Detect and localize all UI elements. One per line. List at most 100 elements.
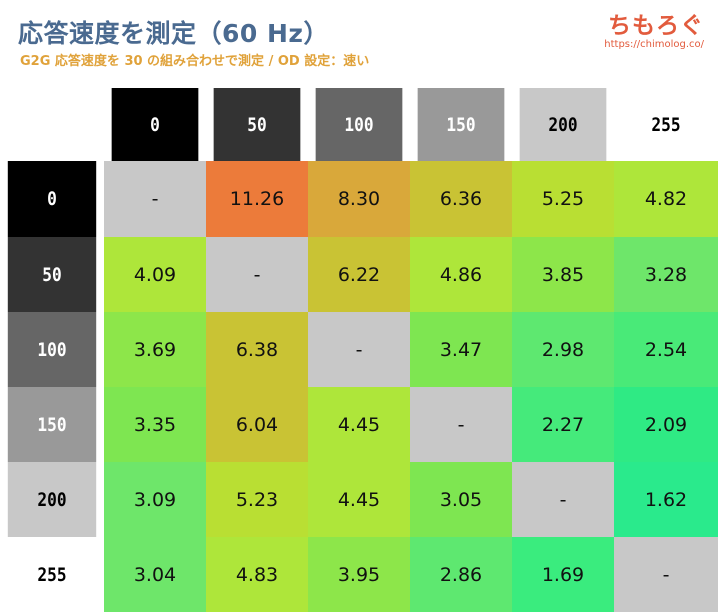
heatmap-cell-r0-c200-label: 5.25 bbox=[541, 188, 585, 210]
row-header-100: 100 bbox=[7, 312, 97, 387]
heatmap-cell-r0-c255-label: 4.82 bbox=[644, 188, 688, 210]
heatmap-cell-r0-c100: 8.30 bbox=[308, 161, 410, 237]
heatmap-cell-r50-c50: - bbox=[206, 237, 308, 312]
heatmap-cell-r0-c150-label: 6.36 bbox=[439, 188, 483, 210]
heatmap-cell-r50-c100: 6.22 bbox=[308, 237, 410, 312]
heatmap-cell-r50-c200-label: 3.85 bbox=[541, 263, 585, 286]
heatmap-cell-r50-c150-label: 4.86 bbox=[439, 263, 483, 286]
heatmap-cell-r200-c0: 3.09 bbox=[104, 462, 206, 537]
heatmap-cell-r200-c255: 1.62 bbox=[614, 462, 718, 537]
heatmap-cell-r200-c150-label: 3.05 bbox=[439, 488, 483, 511]
heatmap-cell-r50-c50-label: - bbox=[253, 263, 261, 286]
row-header-255: 255 bbox=[7, 537, 97, 612]
heatmap-cell-r100-c0: 3.69 bbox=[104, 312, 206, 387]
heatmap-cell-r255-c0: 3.04 bbox=[104, 537, 206, 612]
heatmap-cell-r255-c200-label: 1.69 bbox=[541, 563, 585, 586]
heatmap-cell-r0-c50-label: 11.26 bbox=[229, 188, 285, 210]
column-header-0-label: 0 bbox=[150, 113, 160, 136]
heatmap-cell-r150-c50-label: 6.04 bbox=[235, 413, 279, 436]
heatmap-cell-r200-c255-label: 1.62 bbox=[644, 488, 688, 511]
chart-title: 応答速度を測定（60 Hz） bbox=[18, 19, 329, 48]
brand-block: ちもろぐ https://chimolog.co/ bbox=[604, 6, 704, 50]
heatmap-cell-r0-c0-label: - bbox=[151, 188, 159, 210]
row-header-0-label: 0 bbox=[47, 188, 57, 210]
heatmap-cell-r200-c200-label: - bbox=[559, 488, 567, 511]
heatmap-cell-r200-c200: - bbox=[512, 462, 614, 537]
row-header-50: 50 bbox=[7, 237, 97, 312]
heatmap-cell-r150-c150: - bbox=[410, 387, 512, 462]
column-header-200-label: 200 bbox=[548, 113, 578, 136]
column-header-50-label: 50 bbox=[247, 113, 267, 136]
heatmap-cell-r0-c50: 11.26 bbox=[206, 161, 308, 237]
column-header-100-label: 100 bbox=[344, 113, 374, 136]
heatmap-cell-r255-c200: 1.69 bbox=[512, 537, 614, 612]
heatmap-cell-r255-c100-label: 3.95 bbox=[337, 563, 381, 586]
heatmap-cell-r100-c50-label: 6.38 bbox=[235, 338, 279, 361]
heatmap-cell-r150-c150-label: - bbox=[457, 413, 465, 436]
heatmap-cell-r150-c255-label: 2.09 bbox=[644, 413, 688, 436]
row-header-100-label: 100 bbox=[37, 338, 67, 361]
heatmap-cell-r0-c255: 4.82 bbox=[614, 161, 718, 237]
heatmap-cell-r100-c150: 3.47 bbox=[410, 312, 512, 387]
heatmap-cell-r200-c50-label: 5.23 bbox=[235, 488, 279, 511]
row-header-0: 0 bbox=[7, 161, 97, 237]
heatmap-cell-r150-c0-label: 3.35 bbox=[133, 413, 177, 436]
chart-subtitle: G2G 応答速度を 30 の組み合わせで測定 / OD 設定：速い bbox=[20, 54, 370, 69]
heatmap-cell-r50-c100-label: 6.22 bbox=[337, 263, 381, 286]
heatmap-grid: 0 50 100 150 200 255 0 - 11.26 8.30 6.36 5.25 4.82 50… bbox=[0, 88, 718, 612]
heatmap-cell-r50-c0-label: 4.09 bbox=[133, 263, 177, 286]
heatmap-cell-r255-c255-label: - bbox=[662, 563, 670, 586]
column-header-255: 255 bbox=[621, 88, 711, 161]
heatmap-cell-r255-c50-label: 4.83 bbox=[235, 563, 279, 586]
heatmap-cell-r0-c0: - bbox=[104, 161, 206, 237]
heatmap-cell-r255-c150: 2.86 bbox=[410, 537, 512, 612]
heatmap-cell-r0-c100-label: 8.30 bbox=[337, 188, 381, 210]
row-header-200-label: 200 bbox=[37, 488, 67, 511]
column-header-50: 50 bbox=[213, 88, 301, 161]
heatmap-cell-r255-c150-label: 2.86 bbox=[439, 563, 483, 586]
heatmap-cell-r100-c0-label: 3.69 bbox=[133, 338, 177, 361]
heatmap-cell-r100-c150-label: 3.47 bbox=[439, 338, 483, 361]
column-header-150-label: 150 bbox=[446, 113, 476, 136]
heatmap-cell-r100-c100: - bbox=[308, 312, 410, 387]
column-header-200: 200 bbox=[519, 88, 607, 161]
heatmap-cell-r200-c50: 5.23 bbox=[206, 462, 308, 537]
heatmap-cell-r50-c255-label: 3.28 bbox=[644, 263, 688, 286]
corner-cell bbox=[0, 88, 104, 161]
heatmap-cell-r50-c150: 4.86 bbox=[410, 237, 512, 312]
column-header-100: 100 bbox=[315, 88, 403, 161]
heatmap-cell-r255-c255: - bbox=[614, 537, 718, 612]
heatmap-cell-r255-c0-label: 3.04 bbox=[133, 563, 177, 586]
heatmap-cell-r50-c255: 3.28 bbox=[614, 237, 718, 312]
row-header-50-label: 50 bbox=[42, 263, 62, 286]
heatmap-cell-r150-c0: 3.35 bbox=[104, 387, 206, 462]
heatmap-cell-r100-c100-label: - bbox=[355, 338, 363, 361]
heatmap-cell-r0-c200: 5.25 bbox=[512, 161, 614, 237]
heatmap-cell-r150-c50: 6.04 bbox=[206, 387, 308, 462]
heatmap-cell-r200-c150: 3.05 bbox=[410, 462, 512, 537]
row-header-255-label: 255 bbox=[37, 563, 67, 586]
column-header-255-label: 255 bbox=[651, 113, 681, 136]
column-header-150: 150 bbox=[417, 88, 505, 161]
heatmap-cell-r255-c100: 3.95 bbox=[308, 537, 410, 612]
heatmap-cell-r50-c0: 4.09 bbox=[104, 237, 206, 312]
heatmap-cell-r255-c50: 4.83 bbox=[206, 537, 308, 612]
heatmap-cell-r200-c100: 4.45 bbox=[308, 462, 410, 537]
heatmap-cell-r200-c100-label: 4.45 bbox=[337, 488, 381, 511]
heatmap-cell-r100-c255-label: 2.54 bbox=[644, 338, 688, 361]
column-header-0: 0 bbox=[111, 88, 199, 161]
heatmap-cell-r150-c100: 4.45 bbox=[308, 387, 410, 462]
brand-url: https://chimolog.co/ bbox=[604, 39, 704, 50]
heatmap-cell-r150-c100-label: 4.45 bbox=[337, 413, 381, 436]
heatmap-cell-r150-c200-label: 2.27 bbox=[541, 413, 585, 436]
heatmap-cell-r100-c200: 2.98 bbox=[512, 312, 614, 387]
brand-logo: ちもろぐ bbox=[608, 13, 704, 39]
row-header-150: 150 bbox=[7, 387, 97, 462]
heatmap-cell-r200-c0-label: 3.09 bbox=[133, 488, 177, 511]
heatmap-cell-r100-c255: 2.54 bbox=[614, 312, 718, 387]
heatmap-cell-r150-c200: 2.27 bbox=[512, 387, 614, 462]
heatmap-cell-r100-c200-label: 2.98 bbox=[541, 338, 585, 361]
row-header-150-label: 150 bbox=[37, 413, 67, 436]
heatmap-cell-r100-c50: 6.38 bbox=[206, 312, 308, 387]
